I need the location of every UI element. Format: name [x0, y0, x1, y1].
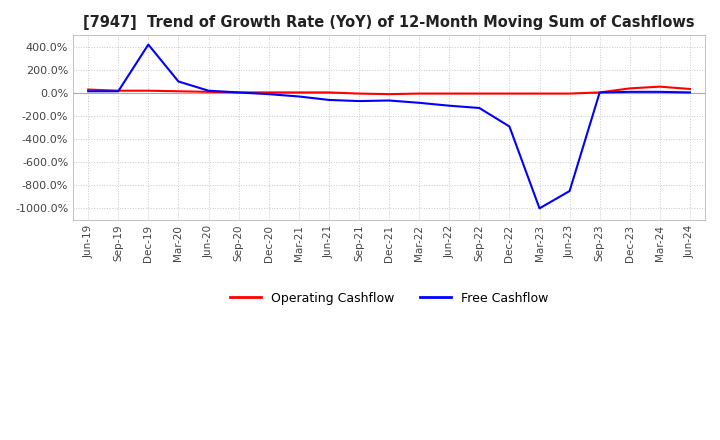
Operating Cashflow [415, 91, 423, 96]
Free Cashflow [84, 88, 92, 94]
Operating Cashflow [565, 91, 574, 96]
Free Cashflow [685, 90, 694, 95]
Free Cashflow [355, 99, 364, 104]
Free Cashflow [294, 94, 303, 99]
Operating Cashflow [384, 92, 393, 97]
Operating Cashflow [655, 84, 664, 89]
Free Cashflow [415, 100, 423, 106]
Operating Cashflow [685, 86, 694, 92]
Operating Cashflow [294, 90, 303, 95]
Operating Cashflow [475, 91, 484, 96]
Free Cashflow [384, 98, 393, 103]
Operating Cashflow [595, 90, 604, 95]
Operating Cashflow [626, 86, 634, 91]
Title: [7947]  Trend of Growth Rate (YoY) of 12-Month Moving Sum of Cashflows: [7947] Trend of Growth Rate (YoY) of 12-… [84, 15, 695, 30]
Free Cashflow [174, 79, 183, 84]
Operating Cashflow [355, 91, 364, 96]
Free Cashflow [626, 89, 634, 95]
Free Cashflow [565, 188, 574, 194]
Operating Cashflow [204, 89, 213, 95]
Free Cashflow [204, 88, 213, 93]
Operating Cashflow [234, 90, 243, 95]
Operating Cashflow [174, 88, 183, 94]
Operating Cashflow [264, 90, 273, 95]
Operating Cashflow [84, 87, 92, 92]
Free Cashflow [475, 105, 484, 110]
Operating Cashflow [445, 91, 454, 96]
Free Cashflow [595, 90, 604, 95]
Free Cashflow [445, 103, 454, 108]
Free Cashflow [655, 89, 664, 95]
Free Cashflow [325, 97, 333, 103]
Operating Cashflow [114, 88, 122, 93]
Free Cashflow [264, 92, 273, 97]
Free Cashflow [234, 90, 243, 95]
Line: Free Cashflow: Free Cashflow [88, 44, 690, 209]
Line: Operating Cashflow: Operating Cashflow [88, 87, 690, 94]
Operating Cashflow [535, 91, 544, 96]
Operating Cashflow [505, 91, 514, 96]
Free Cashflow [144, 42, 153, 47]
Free Cashflow [505, 124, 514, 129]
Legend: Operating Cashflow, Free Cashflow: Operating Cashflow, Free Cashflow [225, 286, 553, 310]
Free Cashflow [114, 88, 122, 94]
Operating Cashflow [144, 88, 153, 93]
Operating Cashflow [325, 90, 333, 95]
Free Cashflow [535, 206, 544, 211]
